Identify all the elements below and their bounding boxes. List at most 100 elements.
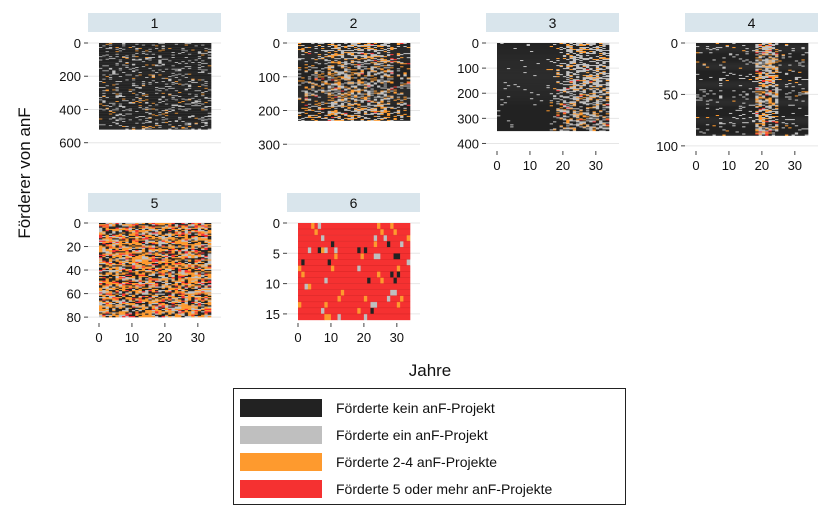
sequence-segment: [148, 82, 153, 84]
sequence-segment: [696, 85, 720, 87]
sequence-segment: [383, 49, 388, 51]
sequence-segment: [112, 117, 116, 119]
sequence-segment: [204, 233, 209, 235]
sequence-segment: [386, 44, 398, 46]
sequence-segment: [595, 61, 603, 63]
sequence-segment: [712, 49, 717, 51]
sequence-segment: [523, 66, 527, 68]
sequence-segment: [761, 122, 766, 124]
sequence-segment: [128, 108, 133, 110]
sequence-segment: [350, 107, 355, 110]
sequence-segment: [393, 72, 404, 74]
sequence-segment: [735, 47, 756, 49]
sequence-segment: [576, 70, 590, 72]
sequence-segment: [569, 108, 574, 110]
sequence-segment: [595, 67, 600, 69]
sequence-segment: [801, 129, 809, 131]
sequence-segment: [337, 63, 342, 65]
sequence-segment: [579, 125, 587, 127]
sequence-segment: [168, 111, 172, 113]
sequence-segment: [576, 114, 583, 116]
sequence-segment: [141, 51, 146, 53]
y-tick-label: 40: [67, 263, 81, 278]
sequence-segment: [400, 112, 411, 115]
sequence-segment: [314, 109, 335, 112]
sequence-segment: [178, 230, 182, 232]
sequence-segment: [178, 79, 182, 81]
sequence-segment: [334, 96, 338, 98]
sequence-segment: [400, 54, 404, 56]
sequence-segment: [576, 61, 590, 63]
sequence-segment: [161, 116, 166, 118]
sequence-segment: [298, 88, 309, 90]
sequence-segment: [181, 69, 202, 71]
sequence-segment: [798, 64, 802, 66]
sequence-segment: [187, 86, 192, 88]
sequence-segment: [197, 64, 202, 66]
sequence-segment: [696, 127, 759, 129]
sequence-segment: [406, 113, 411, 116]
sequence-segment: [314, 77, 319, 79]
sequence-segment: [748, 63, 756, 65]
sequence-segment: [758, 47, 763, 49]
sequence-segment: [118, 105, 123, 107]
sequence-segment: [298, 83, 312, 85]
sequence-segment: [112, 104, 116, 106]
sequence-segment: [317, 107, 322, 110]
sequence-segment: [380, 105, 384, 107]
sequence-segment: [788, 93, 802, 95]
sequence-segment: [732, 125, 736, 127]
sequence-segment: [99, 54, 106, 56]
sequence-segment: [191, 98, 212, 100]
sequence-segment: [122, 121, 126, 123]
sequence-segment: [579, 91, 587, 93]
sequence-segment: [572, 118, 580, 120]
sequence-segment: [765, 86, 769, 88]
sequence-segment: [350, 54, 355, 56]
sequence-segment: [337, 49, 342, 51]
sequence-segment: [370, 86, 378, 88]
sequence-segment: [380, 58, 384, 60]
sequence-segment: [383, 70, 388, 72]
sequence-segment: [367, 50, 371, 52]
sequence-segment: [115, 88, 120, 90]
sequence-segment: [572, 45, 577, 47]
sequence-segment: [350, 71, 361, 73]
sequence-segment: [135, 47, 139, 50]
sequence-segment: [390, 45, 411, 47]
sequence-segment: [755, 112, 759, 115]
sequence-segment: [354, 99, 371, 101]
sequence-segment: [771, 90, 776, 92]
y-tick-label: 100: [457, 61, 479, 76]
sequence-segment: [164, 45, 195, 47]
sequence-segment: [344, 87, 348, 89]
sequence-segment: [301, 43, 312, 45]
sequence-segment: [406, 83, 411, 85]
sequence-segment: [696, 79, 700, 81]
sequence-segment: [138, 43, 176, 45]
sequence-segment: [579, 50, 583, 52]
sequence-segment: [128, 231, 133, 233]
sequence-segment: [798, 132, 809, 134]
sequence-segment: [719, 43, 733, 45]
sequence-segment: [765, 129, 769, 131]
sequence-segment: [572, 108, 580, 110]
sequence-segment: [768, 68, 773, 70]
sequence-segment: [771, 116, 779, 118]
sequence-segment: [135, 230, 139, 232]
sequence-segment: [572, 123, 577, 125]
sequence-segment: [585, 119, 597, 121]
sequence-segment: [201, 54, 205, 56]
sequence-segment: [605, 83, 610, 85]
sequence-segment: [784, 125, 789, 127]
sequence-segment: [696, 63, 703, 65]
sequence-segment: [194, 78, 212, 80]
sequence-segment: [380, 64, 388, 66]
sequence-segment: [99, 74, 103, 76]
sequence-segment: [752, 112, 756, 115]
sequence-segment: [128, 225, 136, 227]
sequence-segment: [178, 77, 185, 79]
sequence-segment: [171, 83, 176, 85]
sequence-segment: [569, 97, 574, 99]
sequence-segment: [347, 118, 355, 121]
